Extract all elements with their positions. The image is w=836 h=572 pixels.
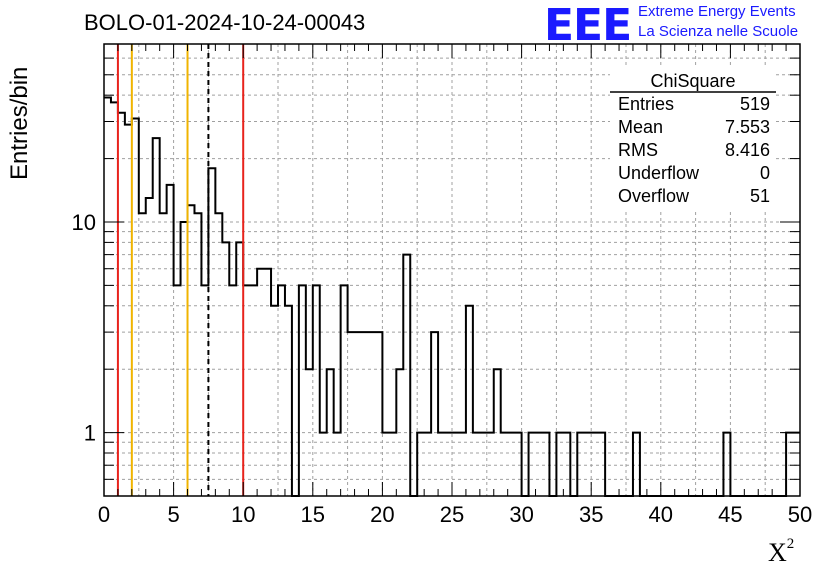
stats-label: Entries (618, 94, 674, 114)
stats-label: Mean (618, 117, 663, 137)
x-tick-label: 30 (509, 502, 533, 527)
eee-logo: EEE (544, 0, 632, 51)
stats-label: Overflow (618, 186, 690, 206)
x-tick-label: 35 (579, 502, 603, 527)
x-axis-title: X2 (768, 536, 795, 567)
y-tick-label: 1 (84, 421, 96, 446)
x-tick-label: 5 (167, 502, 179, 527)
chart-title: BOLO-01-2024-10-24-00043 (84, 10, 366, 35)
stats-title: ChiSquare (650, 71, 735, 91)
stats-value: 0 (760, 163, 770, 183)
x-tick-label: 40 (649, 502, 673, 527)
x-tick-label: 15 (301, 502, 325, 527)
logo-line-1: Extreme Energy Events (638, 3, 796, 20)
x-tick-label: 45 (718, 502, 742, 527)
x-tick-label: 0 (98, 502, 110, 527)
stats-label: Underflow (618, 163, 700, 183)
x-tick-label: 25 (440, 502, 464, 527)
x-tick-label: 10 (231, 502, 255, 527)
stats-box (610, 66, 776, 212)
logo-line-2: La Scienza nelle Scuole (638, 23, 799, 40)
x-tick-label: 50 (788, 502, 812, 527)
stats-value: 7.553 (725, 117, 770, 137)
stats-value: 519 (740, 94, 770, 114)
x-tick-label: 20 (370, 502, 394, 527)
y-tick-label: 10 (72, 210, 96, 235)
stats-value: 8.416 (725, 140, 770, 160)
stats-label: RMS (618, 140, 658, 160)
stats-value: 51 (750, 186, 770, 206)
